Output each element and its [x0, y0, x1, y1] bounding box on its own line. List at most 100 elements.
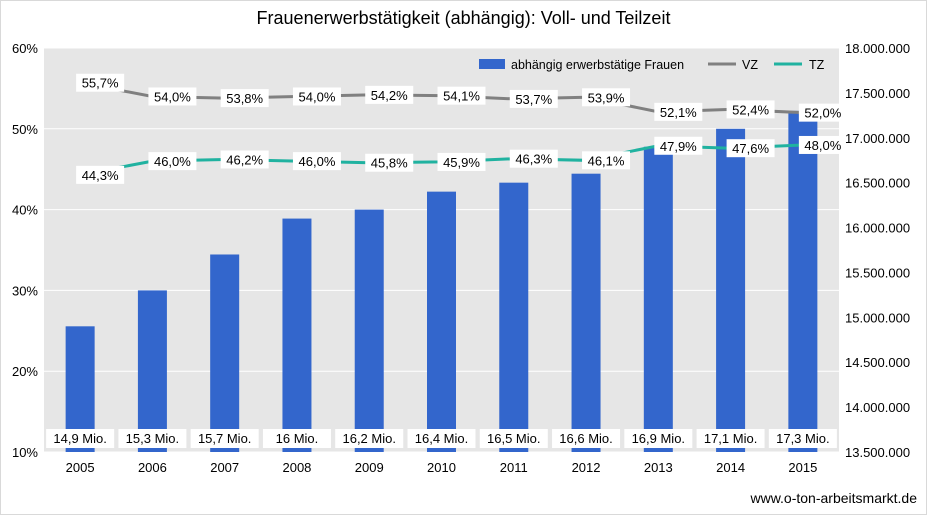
- line-data-label: 45,9%: [443, 155, 480, 170]
- y-left-tick-label: 10%: [12, 445, 38, 460]
- bar-data-label: 16,6 Mio.: [559, 431, 612, 446]
- bar-label-bg: [335, 429, 404, 448]
- bar-data-label: 16 Mio.: [276, 431, 319, 446]
- y-right-tick-label: 18.000.000: [845, 41, 910, 56]
- bar: [571, 173, 601, 452]
- bar-label-bg: [479, 429, 548, 448]
- line-label-bg: [76, 165, 125, 184]
- x-tick-label: 2006: [138, 460, 167, 475]
- bar: [282, 218, 312, 452]
- y-left-tick-label: 20%: [12, 364, 38, 379]
- legend-swatch-bar: [479, 59, 505, 69]
- x-tick-label: 2014: [716, 460, 745, 475]
- line-label-bg: [509, 89, 558, 108]
- bar-data-label: 16,2 Mio.: [342, 431, 395, 446]
- bar-data-label: 16,9 Mio.: [632, 431, 685, 446]
- bar-label-bg: [118, 429, 187, 448]
- line-label-bg: [654, 136, 703, 155]
- y-right-tick-label: 15.000.000: [845, 310, 910, 325]
- line-data-label: 47,6%: [732, 141, 769, 156]
- y-right-tick-label: 14.500.000: [845, 355, 910, 370]
- x-tick-label: 2008: [282, 460, 311, 475]
- line-label-bg: [292, 152, 341, 171]
- bar-label-bg: [552, 429, 621, 448]
- line-label-bg: [509, 149, 558, 168]
- line-data-label: 52,1%: [660, 105, 697, 120]
- bar-label-bg: [768, 429, 837, 448]
- y-right-tick-label: 16.500.000: [845, 176, 910, 191]
- line-data-label: 46,0%: [299, 154, 336, 169]
- line-data-label: 46,1%: [588, 153, 625, 168]
- line-data-label: 53,9%: [588, 90, 625, 105]
- x-tick-label: 2011: [500, 460, 528, 475]
- bar: [643, 146, 673, 452]
- x-tick-label: 2015: [788, 460, 817, 475]
- line-data-label: 52,0%: [804, 106, 841, 121]
- line-label-bg: [365, 153, 414, 172]
- line-label-bg: [148, 87, 197, 106]
- line-label-bg: [220, 150, 269, 169]
- legend-label-TZ: TZ: [809, 58, 825, 72]
- bar: [788, 110, 818, 452]
- bar-data-label: 15,3 Mio.: [126, 431, 179, 446]
- bar-label-bg: [46, 429, 115, 448]
- line-label-bg: [654, 102, 703, 121]
- y-left-tick-label: 60%: [12, 41, 38, 56]
- bar: [716, 128, 746, 453]
- y-left-tick-label: 40%: [12, 203, 38, 218]
- bar-data-label: 16,4 Mio.: [415, 431, 468, 446]
- line-label-bg: [148, 152, 197, 171]
- line-label-bg: [726, 139, 775, 158]
- y-right-tick-label: 13.500.000: [845, 445, 910, 460]
- x-tick-label: 2005: [66, 460, 95, 475]
- line-label-bg: [798, 103, 847, 122]
- y-left-tick-label: 30%: [12, 283, 38, 298]
- line-data-label: 46,0%: [154, 154, 191, 169]
- x-tick-label: 2010: [427, 460, 456, 475]
- x-tick-label: 2012: [572, 460, 601, 475]
- bar-data-label: 15,7 Mio.: [198, 431, 251, 446]
- line-data-label: 45,8%: [371, 156, 408, 171]
- bar-data-label: 14,9 Mio.: [53, 431, 106, 446]
- line-label-bg: [437, 152, 486, 171]
- x-tick-label: 2007: [210, 460, 239, 475]
- line-label-bg: [582, 151, 631, 170]
- line-label-bg: [365, 85, 414, 104]
- bar-label-bg: [190, 429, 259, 448]
- line-label-bg: [76, 73, 125, 92]
- line-label-bg: [292, 87, 341, 106]
- x-tick-label: 2009: [355, 460, 384, 475]
- line-data-label: 53,7%: [515, 92, 552, 107]
- y-right-tick-label: 14.000.000: [845, 400, 910, 415]
- bar-label-bg: [262, 429, 331, 448]
- bar: [354, 209, 384, 452]
- line-label-bg: [437, 86, 486, 105]
- line-data-label: 46,2%: [226, 153, 263, 168]
- bar: [427, 191, 456, 452]
- line-data-label: 48,0%: [804, 138, 841, 153]
- y-right-tick-label: 15.500.000: [845, 265, 910, 280]
- x-tick-label: 2013: [644, 460, 673, 475]
- bar-label-bg: [407, 429, 476, 448]
- line-data-label: 54,2%: [371, 88, 408, 103]
- bar-label-bg: [624, 429, 693, 448]
- line-data-label: 54,0%: [299, 89, 336, 104]
- bar: [210, 254, 240, 452]
- line-data-label: 54,0%: [154, 89, 191, 104]
- line-label-bg: [220, 89, 269, 108]
- bar: [137, 290, 167, 452]
- line-data-label: 47,9%: [660, 139, 697, 154]
- line-data-label: 46,3%: [515, 152, 552, 167]
- bar: [499, 182, 529, 452]
- line-data-label: 53,8%: [226, 91, 263, 106]
- y-left-tick-label: 50%: [12, 122, 38, 137]
- legend-label-bar: abhängig erwerbstätige Frauen: [511, 58, 684, 72]
- line-label-bg: [582, 88, 631, 107]
- bar-data-label: 17,1 Mio.: [704, 431, 757, 446]
- chart-title: Frauenerwerbstätigkeit (abhängig): Voll-…: [256, 8, 671, 28]
- bar-data-label: 16,5 Mio.: [487, 431, 540, 446]
- line-data-label: 52,4%: [732, 102, 769, 117]
- bar-data-label: 17,3 Mio.: [776, 431, 829, 446]
- bar-label-bg: [696, 429, 765, 448]
